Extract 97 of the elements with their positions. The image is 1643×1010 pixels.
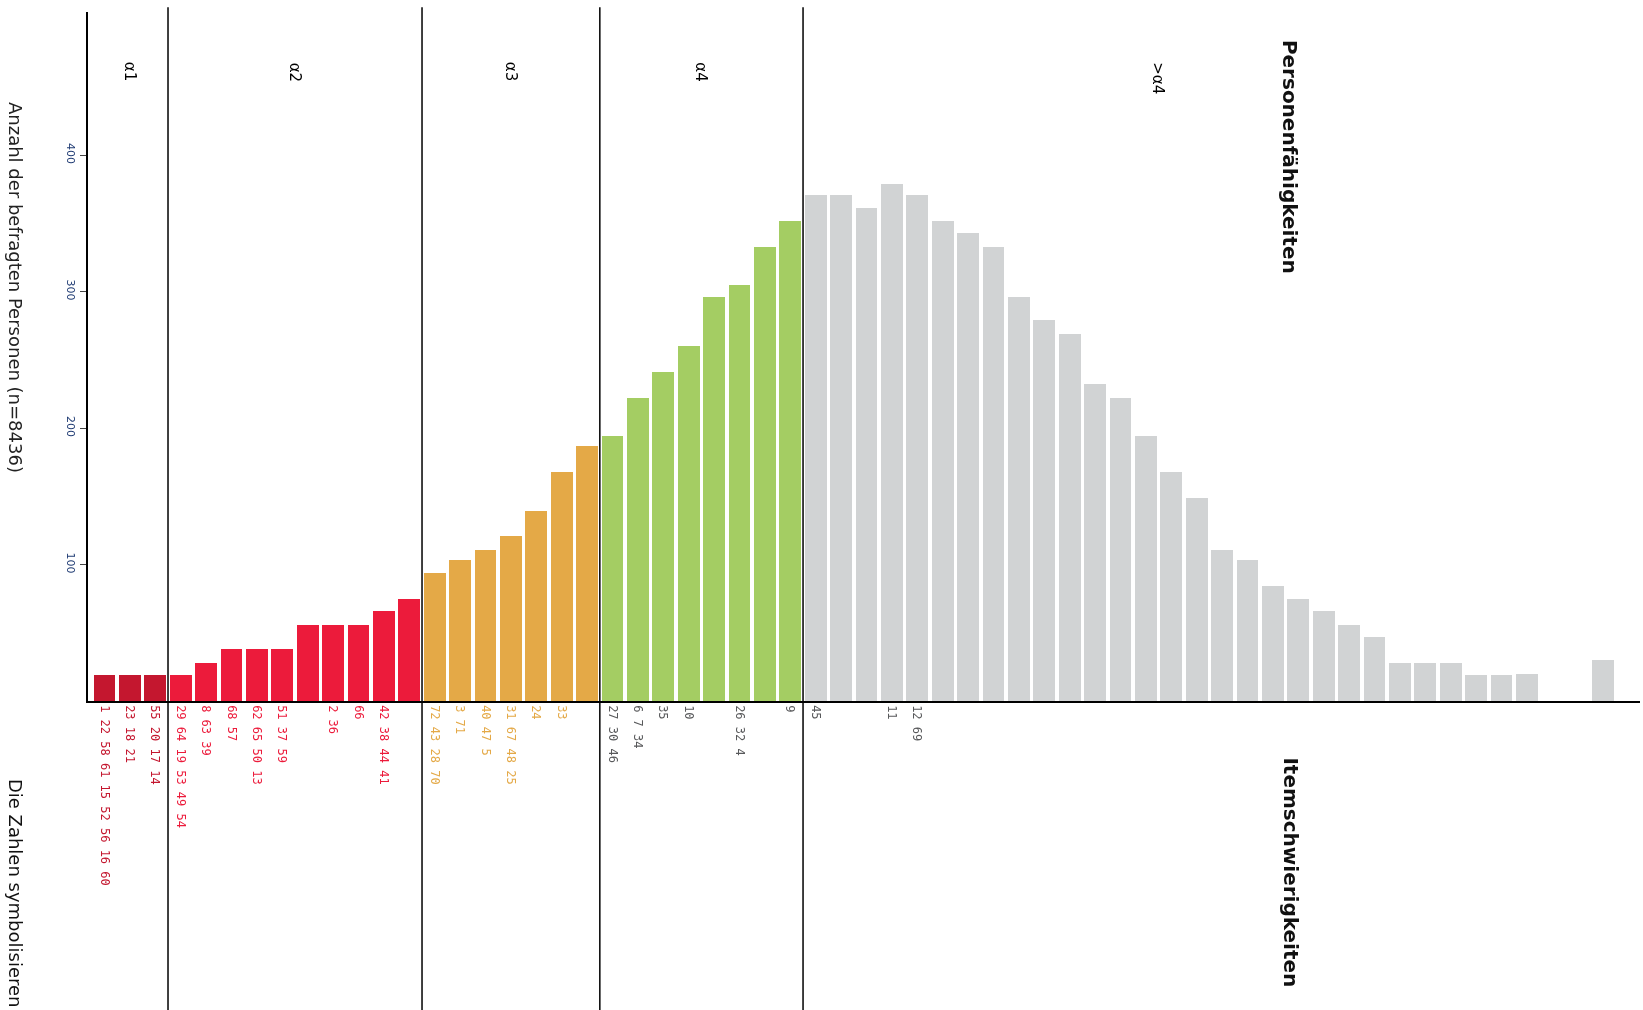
bar xyxy=(1516,674,1538,701)
bar xyxy=(475,550,496,701)
bar xyxy=(779,221,801,701)
bar xyxy=(932,221,954,701)
bar xyxy=(398,599,420,701)
x-tick-label: 9 xyxy=(783,705,798,713)
bar xyxy=(1287,599,1309,701)
bar xyxy=(1313,611,1335,701)
bar xyxy=(1059,334,1081,701)
x-tick-label: 23 18 21 xyxy=(123,705,138,763)
bar xyxy=(957,233,979,701)
y-tick-label: 100 xyxy=(64,552,78,574)
bar xyxy=(729,285,750,701)
bar xyxy=(373,611,395,701)
x-tick-label: 55 20 17 14 xyxy=(148,705,163,785)
bar xyxy=(1414,663,1436,701)
bar xyxy=(1592,660,1614,701)
x-tick-label: 26 32 4 xyxy=(732,705,747,756)
bar xyxy=(424,573,446,701)
bar xyxy=(576,446,598,701)
bar xyxy=(144,675,166,701)
x-tick-label: 2 36 xyxy=(326,705,341,735)
bar xyxy=(271,649,293,701)
bar xyxy=(1389,663,1411,701)
bar xyxy=(1110,398,1131,701)
bar xyxy=(678,346,700,701)
bar xyxy=(221,649,242,701)
bar xyxy=(170,675,192,701)
bar xyxy=(983,247,1004,701)
bar xyxy=(1364,637,1385,701)
x-tick-label: 11 xyxy=(885,705,900,720)
bar xyxy=(246,649,268,701)
x-tick-label: 66 xyxy=(351,705,366,720)
x-tick-label: 10 xyxy=(681,705,696,720)
x-tick-label: 29 64 19 53 49 54 xyxy=(173,705,188,828)
bar xyxy=(627,398,649,701)
bar xyxy=(1237,560,1258,701)
x-tick-label: 42 38 44 41 xyxy=(377,705,392,785)
x-tick-label: 27 30 46 xyxy=(605,705,620,763)
bar xyxy=(449,560,471,701)
bar xyxy=(602,436,623,701)
x-tick-label: 31 67 48 25 xyxy=(504,705,519,785)
bar xyxy=(703,297,725,701)
bar xyxy=(195,663,217,701)
annotation: Personenfähigkeiten xyxy=(1278,39,1303,274)
bar xyxy=(348,625,369,701)
bar xyxy=(525,511,547,701)
bar xyxy=(652,372,674,701)
bar xyxy=(830,195,852,701)
x-tick-label: 3 71 xyxy=(453,705,468,735)
y-axis-title: Anzahl der befragten Personen (n=8436) xyxy=(5,102,27,473)
bar xyxy=(1465,675,1487,701)
x-tick-label: 12 69 xyxy=(910,705,925,742)
annotation: α3 xyxy=(501,61,520,82)
bar xyxy=(551,472,573,701)
y-tick-label: 400 xyxy=(64,143,78,165)
bar xyxy=(906,195,928,701)
bar xyxy=(500,536,522,701)
x-tick-label: 35 xyxy=(656,705,671,720)
x-tick-label: 68 57 xyxy=(224,705,239,742)
text: Die Zahlen symbolisieren xyxy=(5,778,27,1008)
annotation: α2 xyxy=(285,62,304,83)
bar xyxy=(1262,586,1284,701)
x-tick-label: 72 43 28 70 xyxy=(427,705,442,785)
bar xyxy=(881,184,903,701)
annotation: α4 xyxy=(692,62,711,82)
bar xyxy=(1186,498,1208,701)
annotation: >α4 xyxy=(1149,62,1168,95)
bar xyxy=(94,675,115,701)
y-tick-label: 200 xyxy=(64,415,78,437)
bar xyxy=(119,675,141,701)
bar xyxy=(805,195,827,701)
bar xyxy=(1033,320,1055,701)
x-tick-label: 1 22 58 61 15 52 56 16 60 xyxy=(97,705,112,886)
bar xyxy=(856,208,877,701)
text: Itemschwierigkeiten xyxy=(1279,757,1303,988)
bar xyxy=(754,247,776,701)
x-tick-label: 62 65 50 13 xyxy=(250,705,265,785)
bar xyxy=(1160,472,1182,701)
y-tick-label: 300 xyxy=(64,279,78,301)
x-tick-label: 51 37 59 xyxy=(275,705,290,763)
x-tick-label: 33 xyxy=(554,705,569,720)
x-tick-label: 8 63 39 xyxy=(199,705,214,756)
x-tick-label: 6 7 34 xyxy=(631,705,646,749)
annotation: α1 xyxy=(120,61,139,82)
bar xyxy=(1491,675,1512,701)
bar xyxy=(1008,297,1030,701)
x-tick-label: 40 47 5 xyxy=(478,705,493,756)
bar xyxy=(1211,550,1233,701)
x-tick-label: 45 xyxy=(808,705,823,720)
x-tick-label: 24 xyxy=(529,705,544,720)
bar xyxy=(297,625,319,701)
bar xyxy=(1084,384,1106,701)
bar xyxy=(1338,625,1360,701)
bar xyxy=(1440,663,1462,701)
bar xyxy=(1135,436,1157,701)
bar xyxy=(322,625,344,701)
